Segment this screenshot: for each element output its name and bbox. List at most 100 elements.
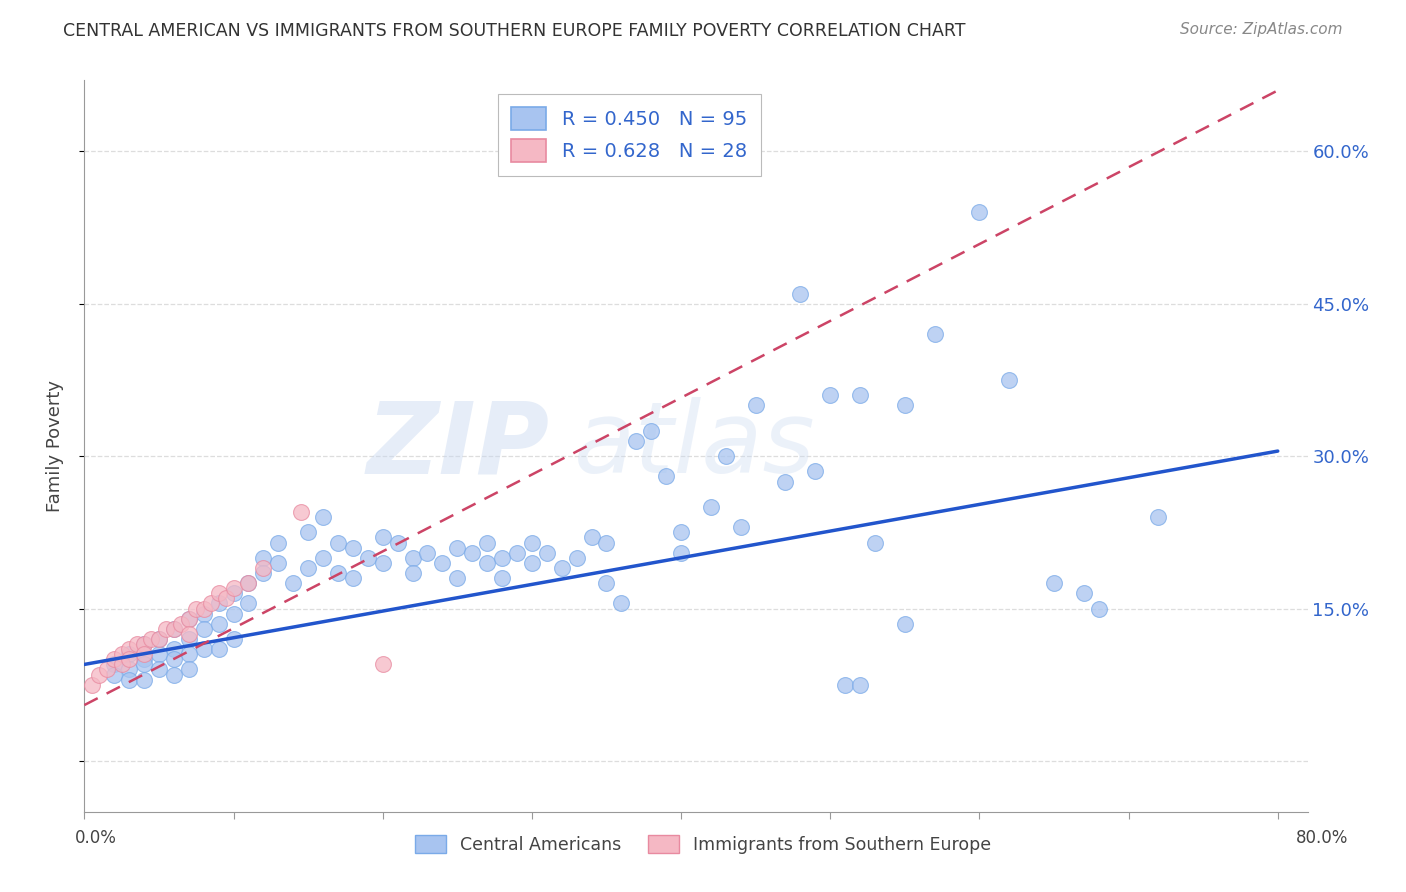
Point	[998, 373, 1021, 387]
Text: Source: ZipAtlas.com: Source: ZipAtlas.com	[1180, 22, 1343, 37]
Point	[789, 286, 811, 301]
Point	[714, 449, 737, 463]
Point	[148, 647, 170, 661]
Point	[163, 622, 186, 636]
Legend: R = 0.450   N = 95, R = 0.628   N = 28: R = 0.450 N = 95, R = 0.628 N = 28	[498, 94, 761, 176]
Point	[730, 520, 752, 534]
Point	[207, 597, 229, 611]
Point	[416, 546, 439, 560]
Point	[969, 205, 991, 219]
Point	[357, 550, 380, 565]
Point	[238, 576, 260, 591]
Point	[536, 546, 558, 560]
Point	[401, 550, 423, 565]
Point	[118, 647, 141, 661]
Point	[371, 530, 394, 544]
Point	[804, 464, 827, 478]
Point	[155, 622, 177, 636]
Point	[863, 535, 886, 549]
Point	[111, 647, 134, 661]
Point	[506, 546, 529, 560]
Point	[132, 657, 155, 672]
Point	[491, 550, 513, 565]
Point	[103, 667, 125, 681]
Point	[520, 556, 543, 570]
Point	[177, 627, 200, 641]
Point	[252, 550, 274, 565]
Point	[252, 561, 274, 575]
Point	[148, 632, 170, 646]
Point	[118, 673, 141, 687]
Point	[297, 525, 319, 540]
Point	[118, 642, 141, 657]
Point	[177, 663, 200, 677]
Point	[491, 571, 513, 585]
Point	[132, 637, 155, 651]
Point	[432, 556, 454, 570]
Point	[193, 622, 215, 636]
Point	[834, 678, 856, 692]
Point	[186, 601, 208, 615]
Point	[312, 510, 335, 524]
Point	[290, 505, 312, 519]
Point	[148, 632, 170, 646]
Point	[170, 616, 193, 631]
Point	[222, 632, 245, 646]
Text: 0.0%: 0.0%	[75, 829, 117, 847]
Point	[775, 475, 797, 489]
Point	[626, 434, 648, 448]
Point	[924, 327, 946, 342]
Point	[669, 525, 692, 540]
Point	[200, 597, 222, 611]
Point	[222, 586, 245, 600]
Point	[475, 535, 498, 549]
Point	[818, 388, 841, 402]
Point	[252, 566, 274, 580]
Text: atlas: atlas	[574, 398, 815, 494]
Legend: Central Americans, Immigrants from Southern Europe: Central Americans, Immigrants from South…	[408, 829, 998, 861]
Point	[342, 541, 364, 555]
Point	[118, 652, 141, 666]
Point	[163, 667, 186, 681]
Point	[132, 637, 155, 651]
Point	[207, 642, 229, 657]
Point	[267, 556, 290, 570]
Point	[849, 388, 872, 402]
Point	[551, 561, 574, 575]
Point	[1043, 576, 1066, 591]
Point	[371, 657, 394, 672]
Point	[326, 535, 349, 549]
Point	[342, 571, 364, 585]
Point	[326, 566, 349, 580]
Point	[177, 632, 200, 646]
Point	[111, 657, 134, 672]
Text: CENTRAL AMERICAN VS IMMIGRANTS FROM SOUTHERN EUROPE FAMILY POVERTY CORRELATION C: CENTRAL AMERICAN VS IMMIGRANTS FROM SOUT…	[63, 22, 966, 40]
Point	[215, 591, 238, 606]
Point	[446, 541, 468, 555]
Point	[283, 576, 305, 591]
Text: ZIP: ZIP	[366, 398, 550, 494]
Point	[595, 535, 617, 549]
Text: 80.0%: 80.0%	[1295, 829, 1348, 847]
Point	[103, 657, 125, 672]
Point	[655, 469, 678, 483]
Point	[193, 607, 215, 621]
Point	[132, 647, 155, 661]
Point	[132, 652, 155, 666]
Point	[89, 667, 111, 681]
Point	[1147, 510, 1170, 524]
Point	[222, 581, 245, 595]
Point	[193, 642, 215, 657]
Point	[177, 612, 200, 626]
Point	[446, 571, 468, 585]
Y-axis label: Family Poverty: Family Poverty	[45, 380, 63, 512]
Point	[238, 597, 260, 611]
Point	[148, 663, 170, 677]
Point	[238, 576, 260, 591]
Point	[118, 663, 141, 677]
Point	[387, 535, 409, 549]
Point	[669, 546, 692, 560]
Point	[581, 530, 603, 544]
Point	[141, 632, 163, 646]
Point	[1073, 586, 1095, 600]
